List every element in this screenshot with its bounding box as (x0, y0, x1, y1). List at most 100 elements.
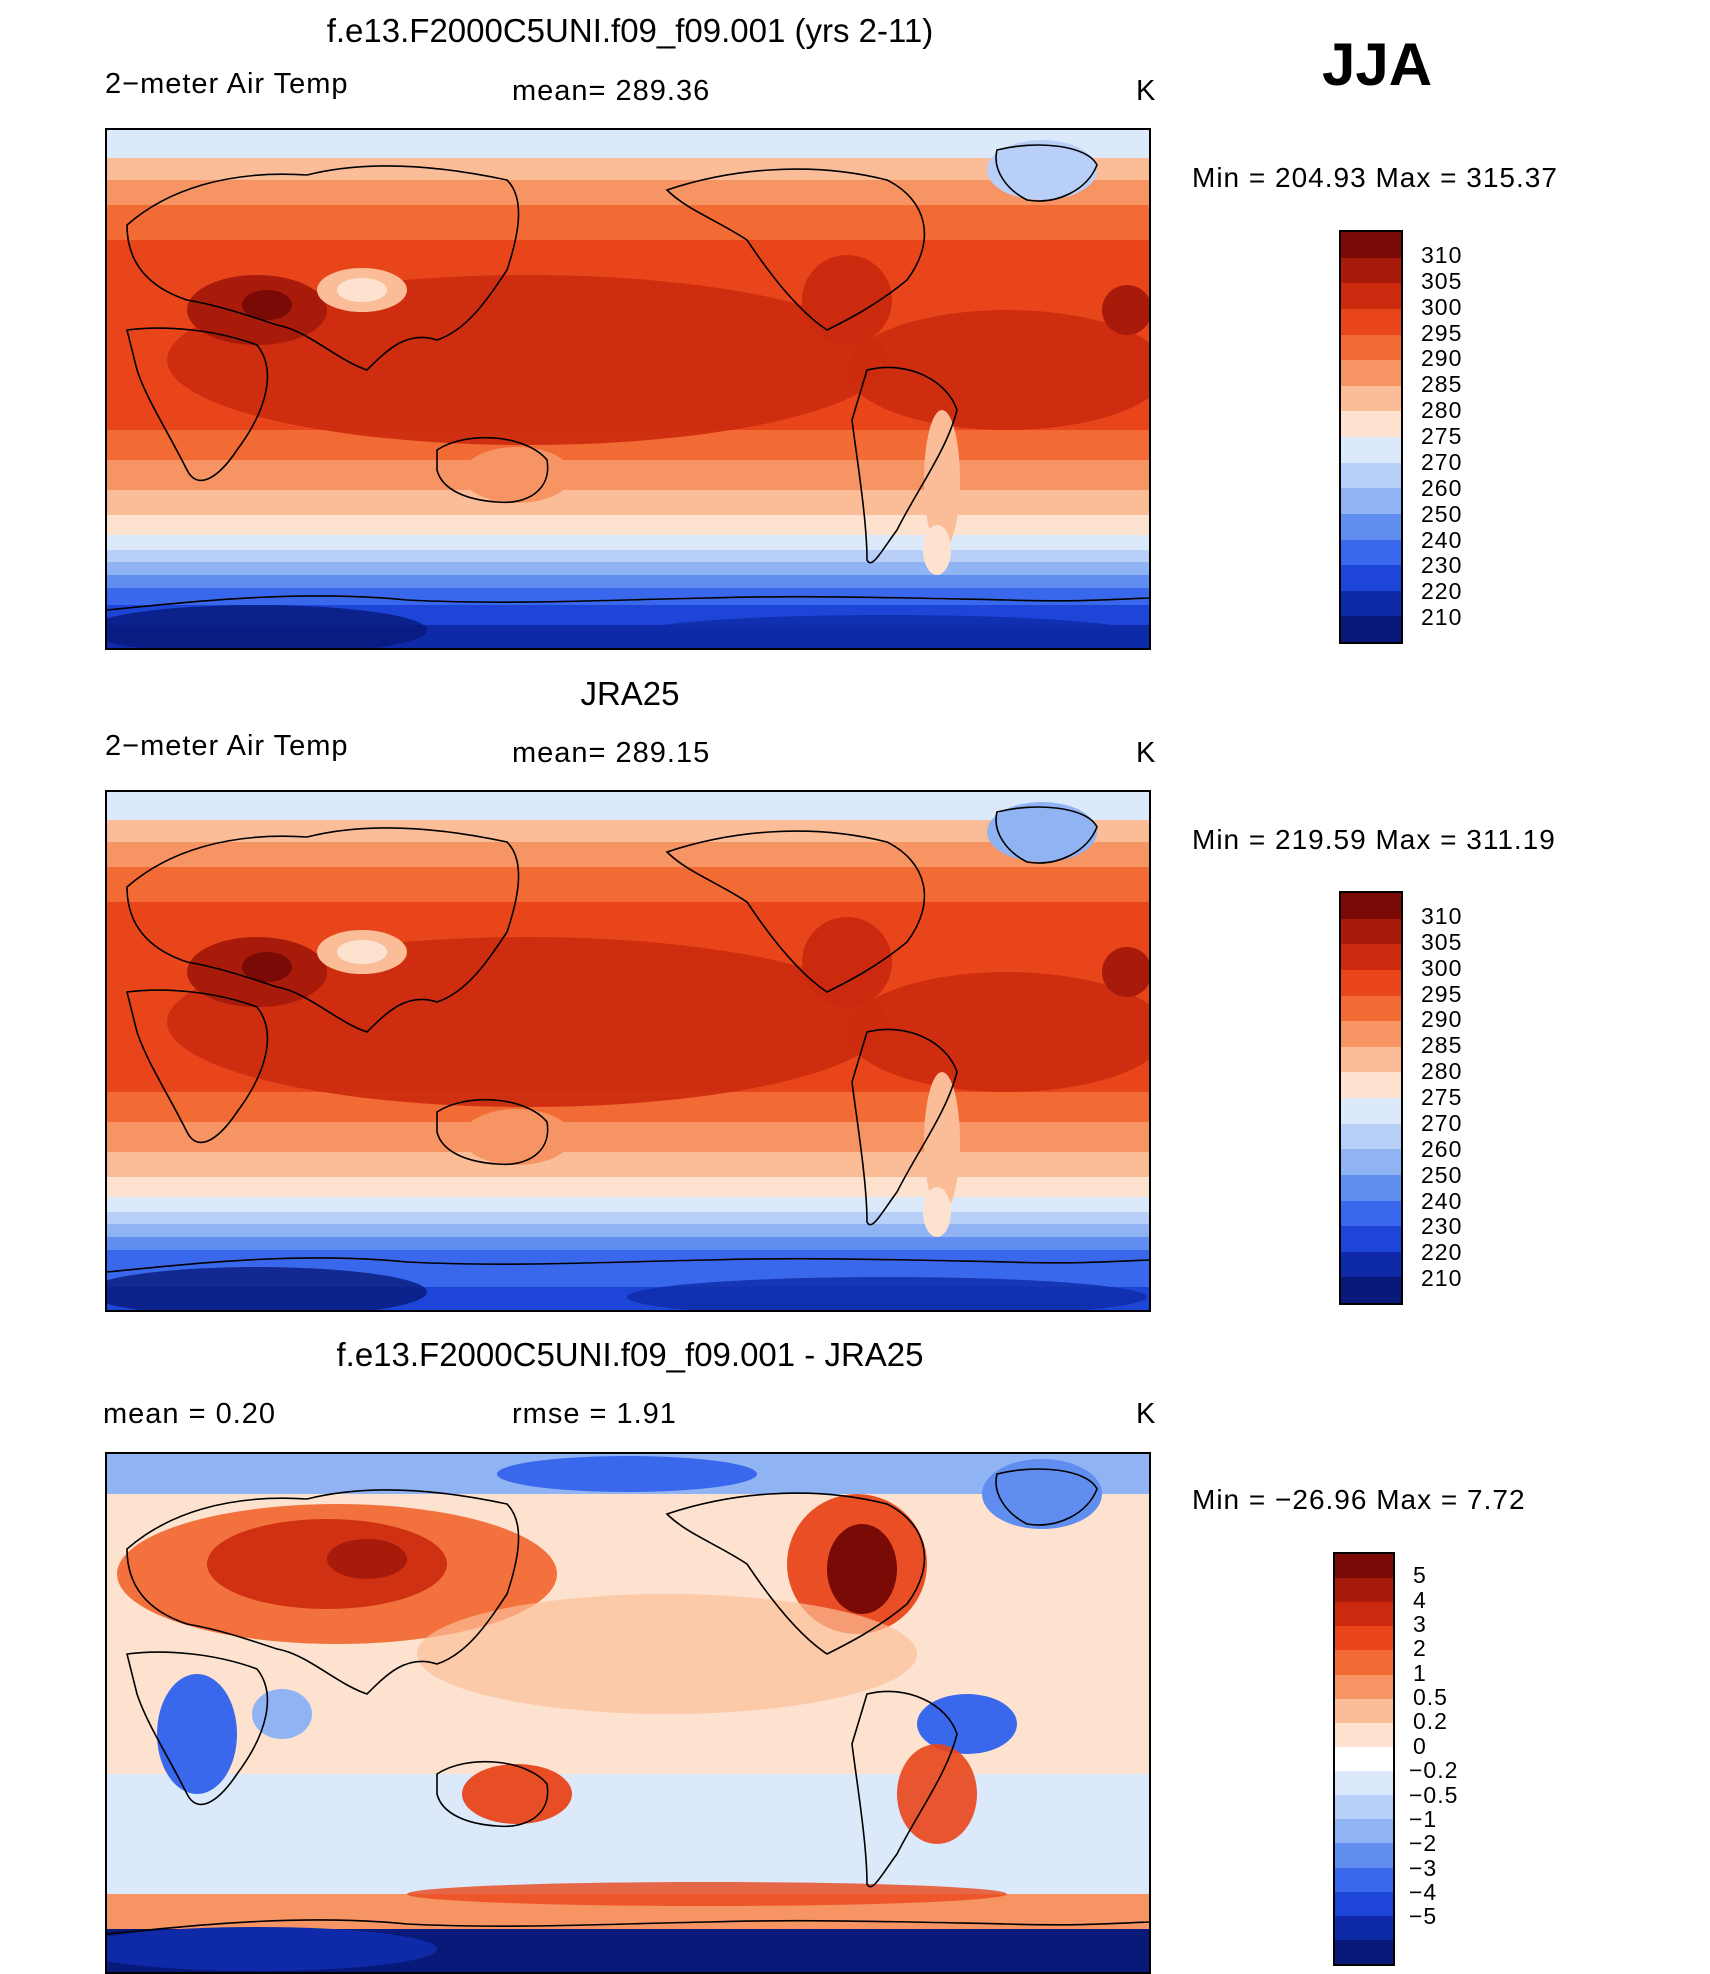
colorbar-tick-label: 4 (1413, 1586, 1427, 1613)
colorbar-tick-label: 290 (1421, 1006, 1463, 1033)
colorbar-swatch (1341, 1046, 1401, 1074)
colorbar-tick-label: 2 (1413, 1635, 1427, 1662)
colorbar-tick-label: 310 (1421, 241, 1463, 268)
colorbar-tick-label: −4 (1409, 1878, 1438, 1905)
panel2-colorbar (1339, 891, 1403, 1305)
colorbar-tick-label: 280 (1421, 1058, 1463, 1085)
panel3-colorbar (1333, 1552, 1395, 1966)
panel3-mean-label: mean = 0.20 (103, 1398, 277, 1430)
colorbar-swatch (1335, 1554, 1393, 1580)
colorbar-swatch (1335, 1939, 1393, 1964)
season-label: JJA (1322, 31, 1433, 98)
colorbar-swatch (1341, 1174, 1401, 1202)
colorbar-swatch (1341, 565, 1401, 592)
colorbar-tick-label: 250 (1421, 1161, 1463, 1188)
colorbar-swatch (1341, 1251, 1401, 1279)
colorbar-swatch (1341, 385, 1401, 413)
colorbar-tick-label: 230 (1421, 552, 1463, 579)
colorbar-tick-label: 275 (1421, 1084, 1463, 1110)
colorbar-swatch (1341, 969, 1401, 997)
colorbar-tick-label: −0.2 (1409, 1757, 1459, 1784)
colorbar-swatch (1341, 1149, 1401, 1176)
colorbar-tick-label: 230 (1421, 1213, 1463, 1240)
colorbar-swatch (1341, 283, 1401, 310)
colorbar-swatch (1335, 1795, 1393, 1821)
panel2-map-field (107, 792, 1149, 1310)
colorbar-tick-label: 0 (1413, 1732, 1427, 1759)
colorbar-tick-label: 290 (1421, 345, 1463, 372)
colorbar-swatch (1341, 539, 1401, 567)
colorbar-tick-label: 300 (1421, 954, 1463, 981)
colorbar-swatch (1341, 616, 1401, 642)
colorbar-tick-label: 220 (1421, 1239, 1463, 1266)
colorbar-swatch (1341, 308, 1401, 336)
panel2-minmax: Min = 219.59 Max = 311.19 (1192, 824, 1556, 855)
colorbar-tick-label: 240 (1421, 1187, 1463, 1214)
colorbar-swatch (1341, 1123, 1401, 1151)
panel1-title: f.e13.F2000C5UNI.f09_f09.001 (yrs 2-11) (326, 12, 934, 49)
colorbar-tick-label: 305 (1421, 267, 1463, 294)
colorbar-tick-label: 260 (1421, 1135, 1463, 1162)
colorbar-tick-label: −0.5 (1409, 1781, 1459, 1808)
colorbar-tick-label: 270 (1421, 448, 1463, 475)
colorbar-swatch (1341, 1098, 1401, 1125)
colorbar-tick-label: 240 (1421, 526, 1463, 553)
panel3-minmax: Min = −26.96 Max = 7.72 (1192, 1484, 1526, 1515)
colorbar-swatch (1341, 334, 1401, 362)
colorbar-swatch (1335, 1650, 1393, 1676)
panel1-unit-label: K (1136, 75, 1157, 107)
panel2-mean-label: mean= 289.15 (512, 737, 711, 769)
colorbar-tick-label: 285 (1421, 371, 1463, 398)
panel3-unit-label: K (1136, 1398, 1157, 1430)
colorbar-tick-label: 210 (1421, 604, 1463, 631)
panel1-map-field (107, 130, 1149, 648)
panel3-rmse-label: rmse = 1.91 (512, 1398, 677, 1430)
colorbar-swatch (1341, 1072, 1401, 1099)
panel3-map (105, 1452, 1151, 1974)
colorbar-swatch (1335, 1674, 1393, 1700)
colorbar-tick-label: 3 (1413, 1611, 1427, 1638)
panel1-map (105, 128, 1151, 650)
panel1-colorbar (1339, 230, 1403, 644)
colorbar-swatch (1335, 1819, 1393, 1845)
colorbar-tick-label: −5 (1409, 1903, 1438, 1930)
colorbar-tick-label: 210 (1421, 1265, 1463, 1292)
colorbar-swatch (1335, 1843, 1393, 1869)
colorbar-swatch (1341, 232, 1401, 259)
panel3-title: f.e13.F2000C5UNI.f09_f09.001 - JRA25 (336, 1336, 924, 1373)
panel1-variable-label: 2−meter Air Temp (105, 68, 349, 100)
colorbar-tick-label: 295 (1421, 980, 1463, 1007)
colorbar-swatch (1335, 1626, 1393, 1652)
panel3-map-field (107, 1454, 1149, 1972)
colorbar-swatch (1341, 1277, 1401, 1303)
colorbar-tick-label: −3 (1409, 1854, 1438, 1881)
colorbar-tick-label: 275 (1421, 423, 1463, 449)
panel1-minmax: Min = 204.93 Max = 315.37 (1192, 162, 1558, 193)
colorbar-tick-label: −1 (1409, 1805, 1438, 1832)
colorbar-tick-label: 5 (1413, 1562, 1427, 1589)
colorbar-swatch (1341, 360, 1401, 387)
panel2-unit-label: K (1136, 737, 1157, 769)
colorbar-tick-label: 250 (1421, 500, 1463, 527)
colorbar-swatch (1335, 1698, 1393, 1724)
colorbar-tick-label: 305 (1421, 928, 1463, 955)
colorbar-swatch (1341, 918, 1401, 946)
colorbar-swatch (1341, 1021, 1401, 1048)
colorbar-tick-label: −2 (1409, 1830, 1438, 1857)
panel2-map (105, 790, 1151, 1312)
colorbar-tick-label: 300 (1421, 293, 1463, 320)
colorbar-swatch (1341, 411, 1401, 438)
colorbar-swatch (1335, 1915, 1393, 1941)
colorbar-tick-label: 260 (1421, 474, 1463, 501)
colorbar-swatch (1341, 513, 1401, 541)
colorbar-tick-label: 280 (1421, 397, 1463, 424)
colorbar-tick-label: 0.5 (1413, 1684, 1448, 1711)
colorbar-swatch (1341, 893, 1401, 920)
colorbar-swatch (1341, 1200, 1401, 1228)
colorbar-swatch (1335, 1602, 1393, 1628)
colorbar-swatch (1335, 1891, 1393, 1917)
colorbar-tick-label: 285 (1421, 1032, 1463, 1059)
colorbar-swatch (1341, 1226, 1401, 1253)
colorbar-swatch (1341, 590, 1401, 618)
colorbar-swatch (1341, 437, 1401, 464)
